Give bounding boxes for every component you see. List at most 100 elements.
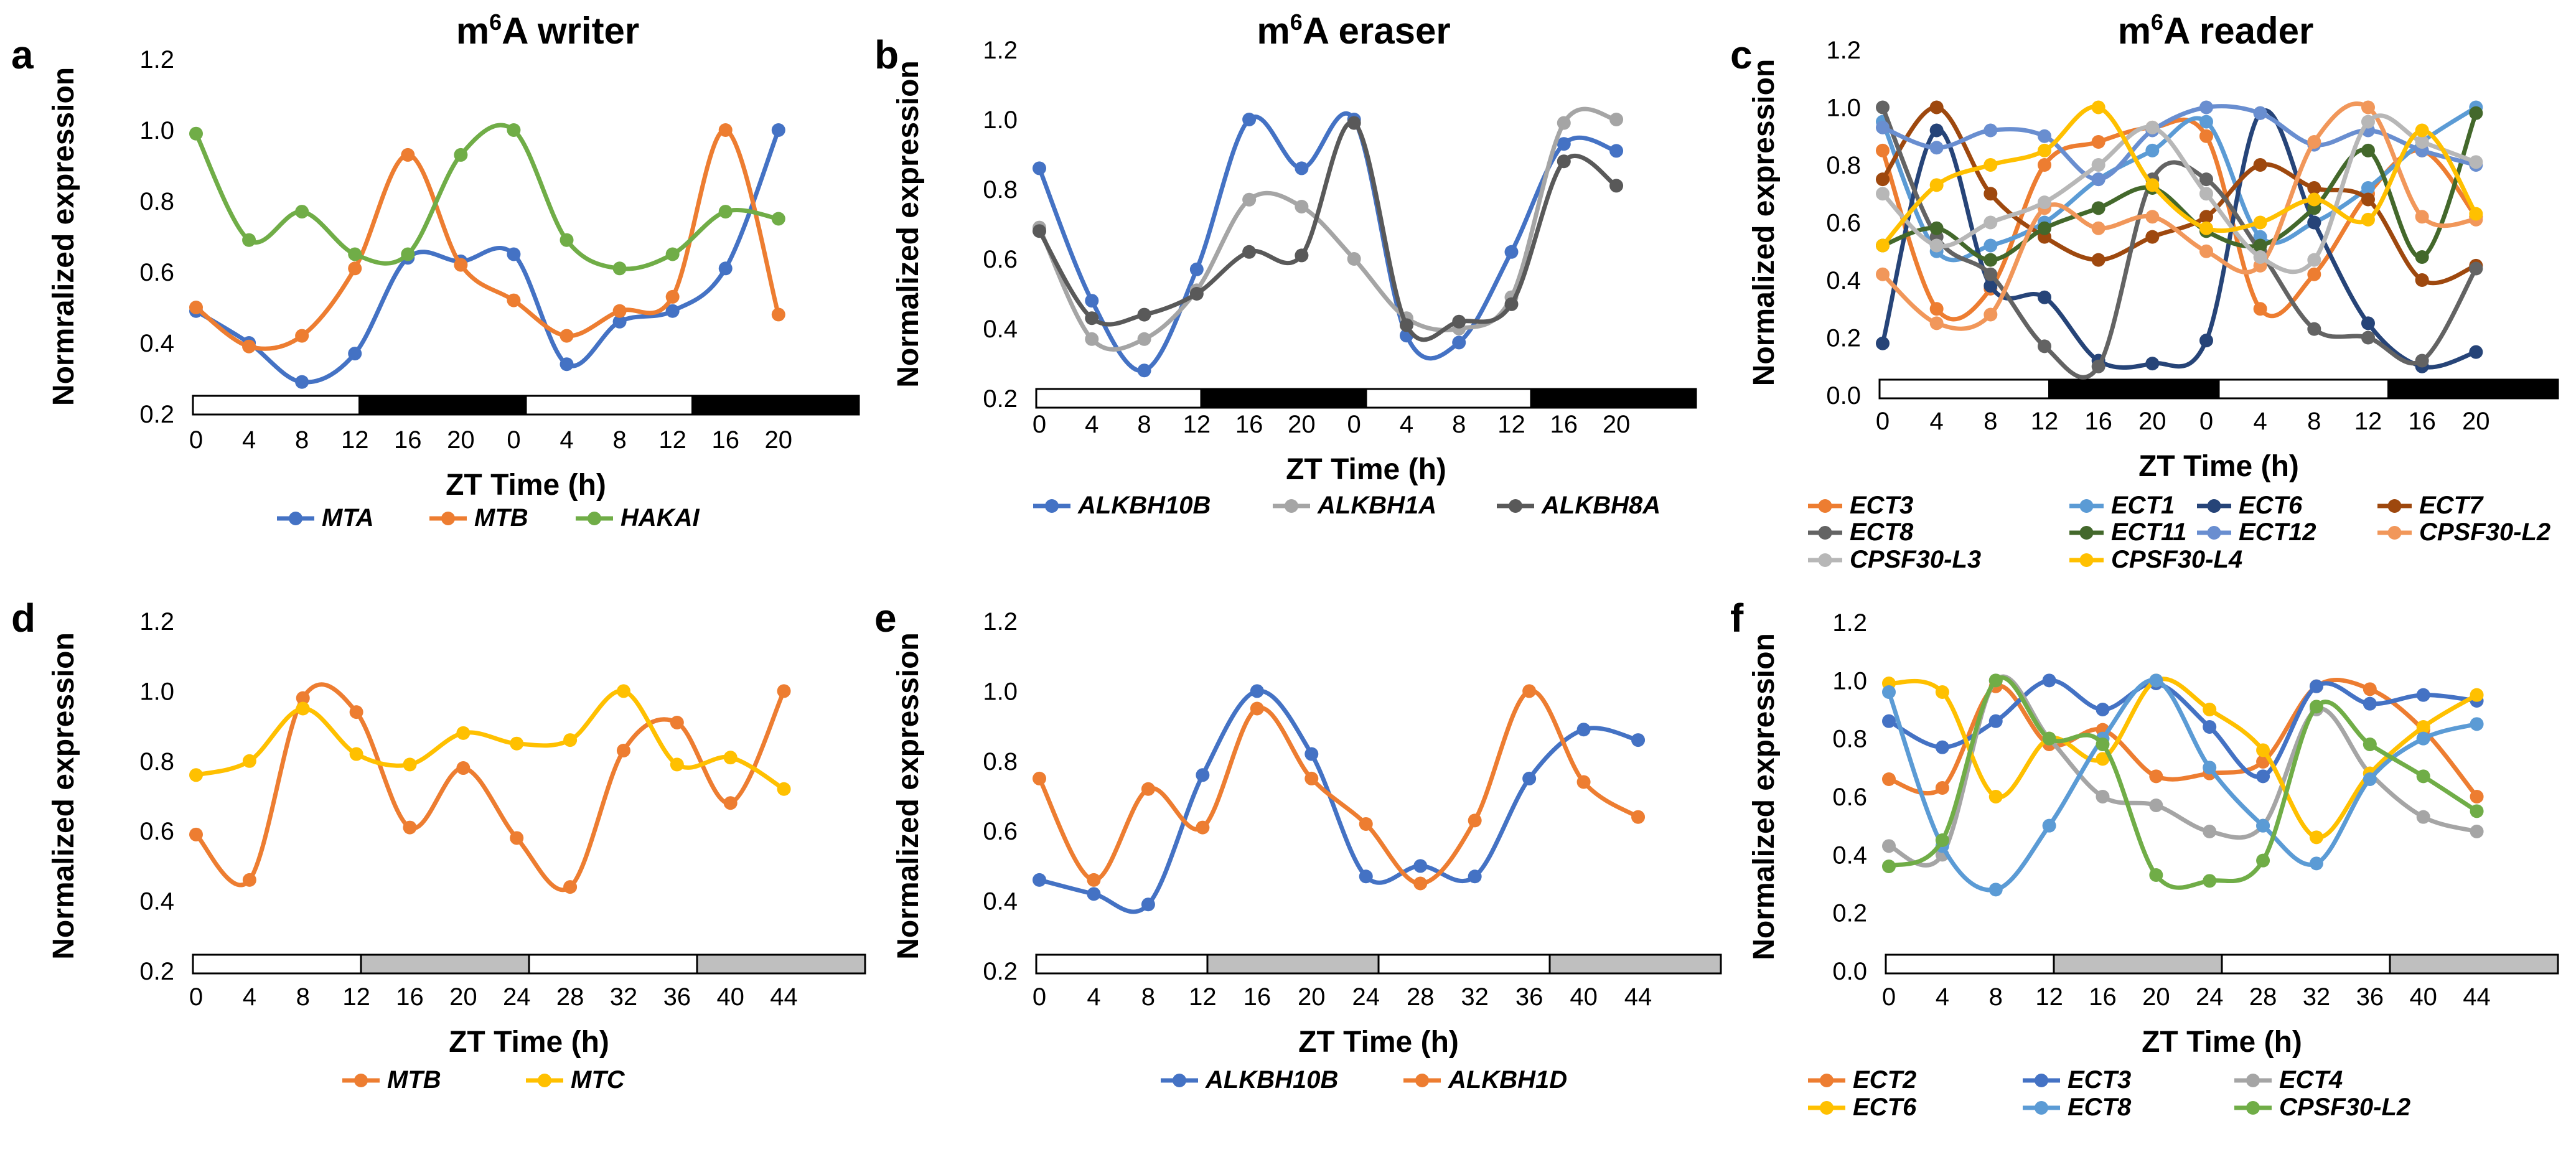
data-point-CPSF30-L4	[2361, 212, 2375, 227]
data-point-ALKBH1D	[1196, 820, 1210, 835]
data-point-MTB	[454, 258, 468, 272]
x-tick-label: 4	[1400, 411, 1413, 438]
data-point-CPSF30-L2	[1882, 860, 1896, 873]
data-point-ALKBH1D	[1359, 817, 1373, 831]
legend-swatch-marker	[1818, 499, 1832, 513]
x-tick-label: 16	[394, 426, 422, 454]
light-dark-bar-light	[1365, 388, 1532, 409]
data-point-ECT12	[1984, 123, 1998, 138]
data-point-ECT8	[2470, 717, 2484, 731]
x-tick-label: 16	[711, 426, 739, 454]
legend-swatch-marker	[2246, 1101, 2260, 1115]
data-point-ALKBH8A	[1033, 224, 1046, 238]
data-point-ALKBH1A	[1347, 252, 1361, 266]
x-tick-label: 16	[1550, 411, 1578, 438]
x-tick-label: 12	[1189, 983, 1217, 1011]
data-point-ECT8	[2416, 731, 2430, 746]
data-point-MTA	[718, 261, 733, 276]
series-line-ALKBH1A	[1037, 106, 1617, 352]
legend-label: ECT1	[2111, 492, 2175, 519]
data-point-HAKAI	[560, 233, 574, 247]
x-tick-label: 20	[2138, 408, 2166, 435]
x-tick-label: 44	[1624, 983, 1652, 1011]
data-point-ALKBH8A	[1242, 245, 1257, 259]
data-point-ECT12	[1929, 141, 1944, 155]
data-point-ECT8	[2037, 339, 2051, 354]
panel-title: m6A writer	[456, 9, 640, 52]
x-tick-label: 8	[1984, 408, 1997, 435]
data-point-HAKAI	[612, 261, 627, 276]
data-point-ALKBH1D	[1304, 771, 1319, 785]
data-point-ECT6	[2145, 357, 2160, 371]
legend-label: ECT2	[1853, 1066, 1916, 1094]
data-point-ECT3	[1876, 143, 1890, 157]
data-point-ECT11	[1929, 221, 1944, 235]
data-point-CPSF30-L3	[1984, 215, 1998, 230]
data-point-ALKBH1D	[1141, 782, 1155, 796]
panel-title: m6A reader	[2118, 9, 2314, 52]
legend-label: ALKBH1A	[1317, 492, 1436, 519]
y-tick-label: 0.4	[139, 330, 174, 357]
data-point-ALKBH8A	[1609, 179, 1624, 193]
data-point-ALKBH1A	[1295, 200, 1309, 213]
y-tick-label: 1.0	[983, 678, 1018, 705]
legend-label: ECT3	[2068, 1066, 2131, 1094]
legend-swatch-marker	[2387, 526, 2402, 540]
data-point-ECT11	[1984, 253, 1998, 267]
x-tick-label: 12	[1497, 411, 1525, 438]
data-point-ECT6	[2307, 215, 2321, 230]
x-tick-label: 24	[503, 983, 531, 1011]
panel-b: b m6A eraser 0.2 0.4 0.6 0.8 1.0 1.2 Normalized …	[874, 9, 1697, 519]
data-point-MTC	[563, 733, 578, 747]
data-point-ECT8	[2361, 330, 2375, 345]
y-tick-label: 0.0	[1826, 382, 1861, 410]
data-point-MTB	[616, 743, 630, 757]
data-point-HAKAI	[665, 247, 680, 261]
data-point-HAKAI	[189, 126, 203, 141]
y-axis-label: Normralized expression	[47, 67, 80, 406]
data-point-ECT1	[2361, 181, 2375, 195]
data-point-MTB	[718, 123, 733, 137]
x-tick-label: 44	[2463, 983, 2491, 1011]
x-tick-label: 16	[396, 983, 424, 1011]
data-point-CPSF30-L4	[1929, 178, 1944, 192]
panel-letter: c	[1730, 32, 1753, 77]
panel-letter: b	[874, 32, 899, 77]
x-tick-label: 8	[1989, 983, 2003, 1011]
data-point-ALKBH10B	[1085, 294, 1099, 308]
y-tick-label: 1.0	[139, 678, 174, 705]
data-point-ECT3	[1929, 302, 1944, 316]
series-line-MTB	[194, 682, 786, 892]
data-point-ECT11	[2415, 250, 2429, 264]
data-point-HAKAI	[348, 247, 362, 261]
data-point-ECT3	[1988, 714, 2003, 728]
x-tick-label: 12	[2354, 408, 2382, 435]
light-dark-bar-light	[2221, 953, 2391, 975]
light-dark-bar-dark	[358, 395, 527, 416]
data-point-MTA	[295, 375, 309, 389]
x-tick-label: 12	[341, 426, 369, 454]
data-point-ECT6	[2096, 752, 2110, 766]
y-tick-label: 0.8	[139, 748, 174, 775]
data-point-ECT2	[2149, 769, 2163, 784]
legend-label: ALKBH8A	[1541, 492, 1660, 519]
y-tick-label: 1.2	[983, 608, 1018, 635]
data-point-HAKAI	[718, 205, 733, 219]
data-point-ECT8	[2307, 322, 2321, 336]
x-tick-label: 16	[2084, 408, 2112, 435]
data-point-ECT7	[1929, 100, 1944, 115]
light-dark-bar-subjective-night	[360, 953, 530, 975]
x-tick-label: 20	[1288, 411, 1316, 438]
data-point-MTB	[723, 796, 738, 810]
y-tick-label: 1.2	[1832, 609, 1867, 637]
panel-a: a m6A writer 0.2 0.4 0.6 0.8 1.0 1.2 Normralized…	[11, 9, 860, 532]
data-point-ECT7	[2145, 230, 2160, 244]
y-tick-label: 0.8	[1832, 726, 1867, 753]
x-tick-label: 8	[1137, 411, 1151, 438]
data-point-ECT7	[1984, 187, 1998, 201]
data-point-ECT7	[2361, 192, 2375, 207]
data-point-CPSF30-L4	[2037, 143, 2051, 157]
data-point-ALKBH10B	[1242, 113, 1257, 126]
y-tick-label: 0.8	[983, 176, 1018, 204]
